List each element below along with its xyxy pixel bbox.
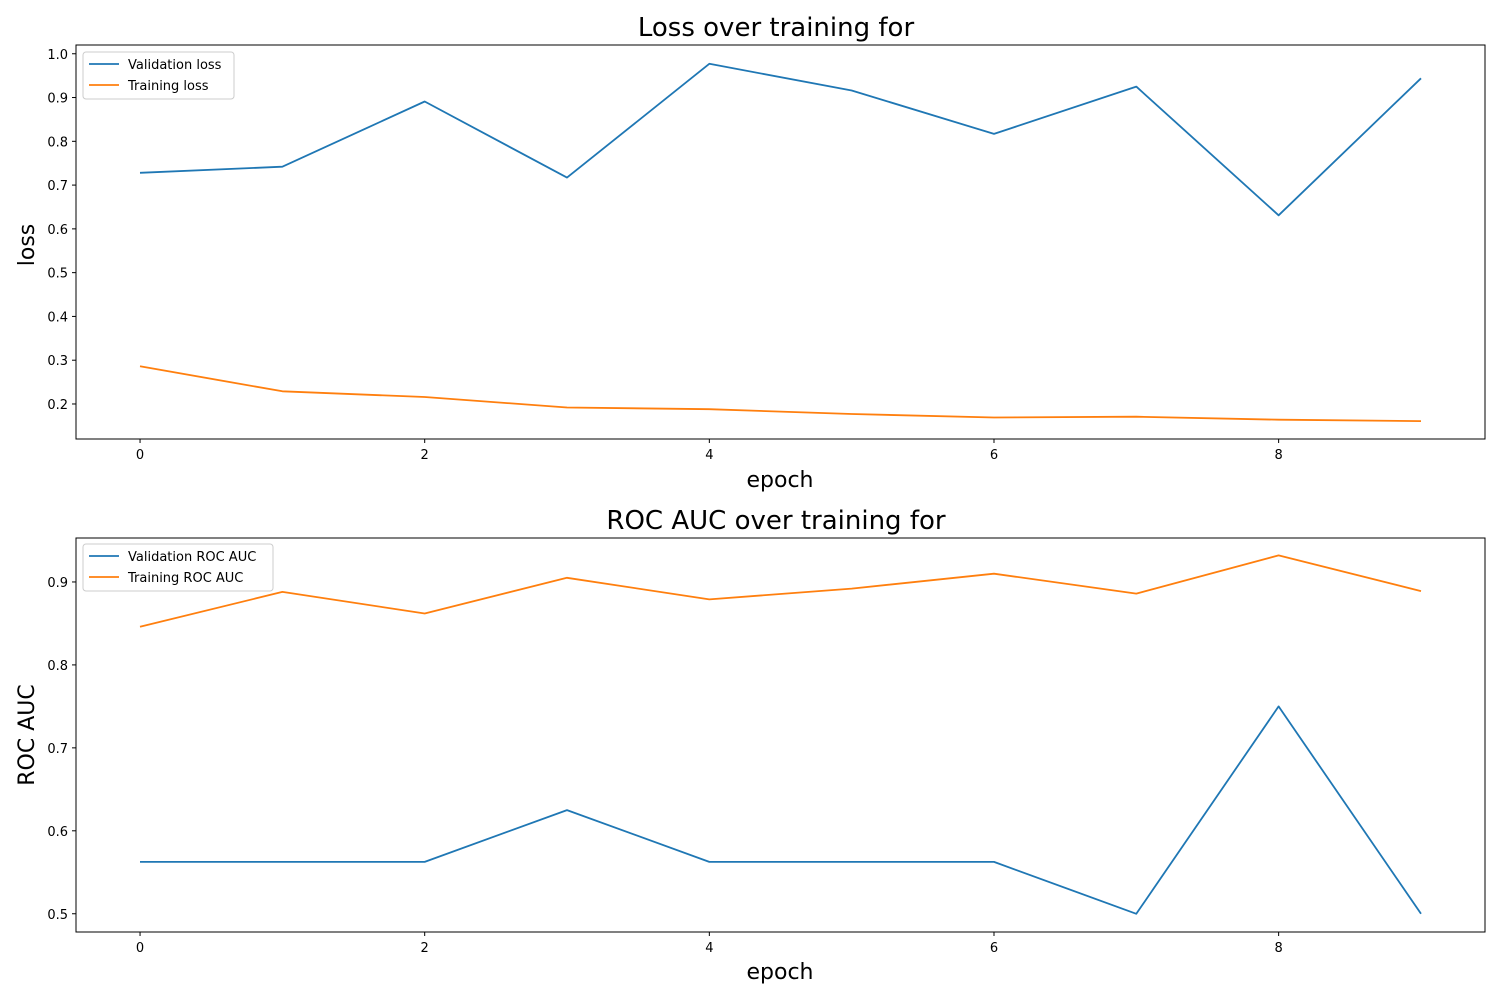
roc-auc-x-ticks: 0 2 4 6 8 bbox=[136, 932, 1283, 956]
roc-auc-y-tick-label: 0.6 bbox=[47, 825, 68, 840]
loss-plot-area bbox=[75, 44, 1486, 440]
loss-panel: Loss over training for 0.20.30.40.50.60.… bbox=[15, 13, 1486, 493]
roc-auc-y-tick-label: 0.8 bbox=[47, 659, 68, 674]
loss-x-tick-label: 2 bbox=[421, 448, 429, 463]
roc-auc-series-lines bbox=[139, 554, 1422, 915]
loss-y-tick-label: 0.4 bbox=[47, 310, 68, 325]
roc-auc-y-tick-label: 0.9 bbox=[47, 576, 68, 591]
roc-auc-x-axis-label: epoch bbox=[747, 960, 814, 985]
roc-auc-legend-box bbox=[82, 543, 274, 592]
loss-y-tick-label: 0.8 bbox=[47, 135, 68, 150]
loss-x-axis-label: epoch bbox=[747, 468, 814, 493]
roc-auc-y-ticks: 0.5 0.6 0.7 0.8 0.9 bbox=[47, 576, 76, 923]
roc-auc-plot-area bbox=[75, 537, 1486, 933]
loss-y-tick-label: 1.0 bbox=[47, 48, 68, 63]
loss-y-tick-label: 0.3 bbox=[47, 354, 68, 369]
loss-x-tick-label: 4 bbox=[705, 448, 713, 463]
roc-auc-validation-line bbox=[140, 705, 1422, 915]
loss-y-tick-label: 0.9 bbox=[47, 92, 68, 107]
loss-chart-title: Loss over training for bbox=[638, 13, 915, 43]
loss-validation-line bbox=[139, 62, 1422, 217]
loss-y-ticks: 0.2 0.3 0.4 0.5 0.6 0.7 0.8 0.9 1.0 bbox=[47, 48, 76, 413]
roc-auc-x-tick-label: 8 bbox=[1274, 941, 1282, 956]
roc-auc-training-line bbox=[139, 554, 1422, 628]
roc-auc-chart-title: ROC AUC over training for bbox=[606, 506, 945, 536]
loss-legend-box bbox=[82, 51, 235, 100]
loss-y-tick-label: 0.7 bbox=[47, 179, 68, 194]
loss-y-tick-label: 0.2 bbox=[47, 398, 68, 413]
roc-auc-y-axis-label: ROC AUC bbox=[15, 684, 40, 785]
loss-x-tick-label: 0 bbox=[136, 448, 144, 463]
roc-auc-y-tick-label: 0.5 bbox=[47, 908, 68, 923]
loss-x-tick-label: 6 bbox=[990, 448, 998, 463]
roc-auc-x-tick-label: 2 bbox=[421, 941, 429, 956]
roc-auc-legend: Validation ROC AUC Training ROC AUC bbox=[82, 543, 274, 592]
loss-series-lines bbox=[139, 62, 1422, 422]
roc-auc-x-tick-label: 6 bbox=[990, 941, 998, 956]
roc-auc-x-tick-label: 0 bbox=[136, 941, 144, 956]
roc-auc-legend-training-label: Training ROC AUC bbox=[127, 571, 243, 586]
roc-auc-x-tick-label: 4 bbox=[705, 941, 713, 956]
loss-y-tick-label: 0.6 bbox=[47, 223, 68, 238]
loss-legend: Validation loss Training loss bbox=[82, 51, 235, 100]
loss-y-axis-label: loss bbox=[15, 224, 40, 267]
roc-auc-y-tick-label: 0.7 bbox=[47, 742, 68, 757]
loss-y-tick-label: 0.5 bbox=[47, 267, 68, 282]
loss-training-line bbox=[139, 365, 1422, 422]
loss-x-tick-label: 8 bbox=[1274, 448, 1282, 463]
loss-legend-training-label: Training loss bbox=[127, 79, 209, 94]
roc-auc-legend-validation-label: Validation ROC AUC bbox=[128, 550, 256, 565]
loss-legend-validation-label: Validation loss bbox=[128, 58, 222, 73]
roc-auc-panel: ROC AUC over training for 0.50.60.70.80.… bbox=[15, 506, 1486, 985]
loss-x-ticks: 0 2 4 6 8 bbox=[136, 439, 1283, 463]
